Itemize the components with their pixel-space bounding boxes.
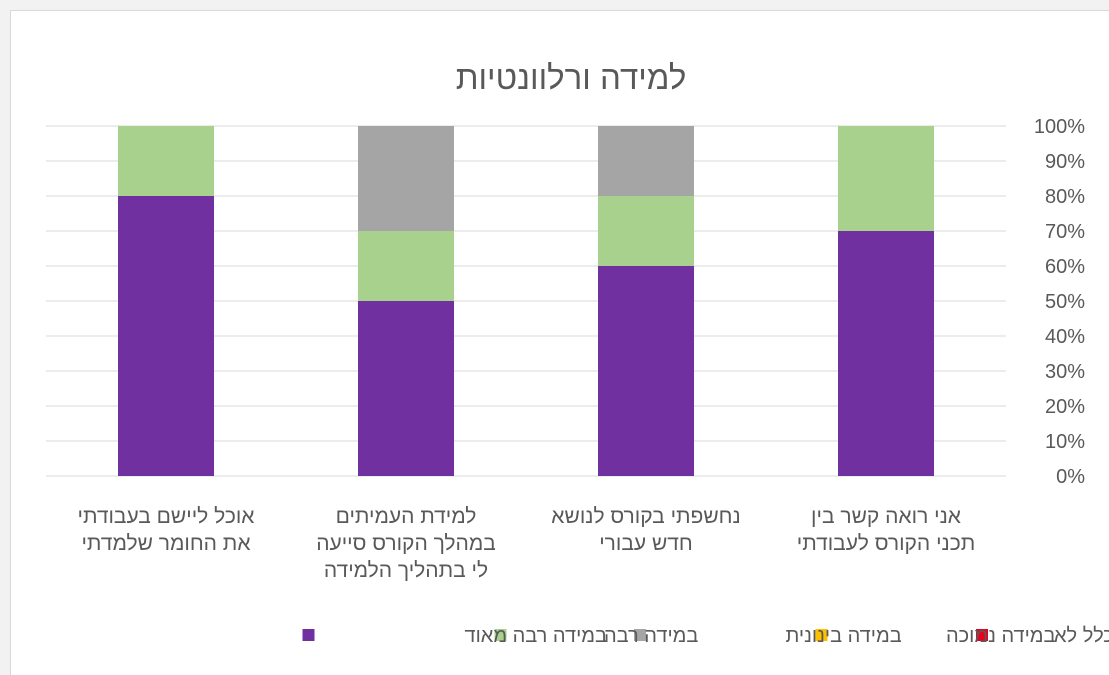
bar-segment — [838, 126, 934, 231]
bar-segment — [838, 231, 934, 476]
chart-area: למידה ורלוונטיות 0% 10% 20% 30% 40% 50% 60% 70%… — [10, 10, 1109, 675]
y-tick-label: 30% — [1045, 361, 1085, 383]
bar-segment — [358, 126, 454, 231]
y-tick-label: 20% — [1045, 396, 1085, 418]
category-label: את החומר שלמדתי — [81, 532, 250, 555]
legend-label: במידה רבה מאוד — [465, 625, 608, 647]
legend-label: במידה נמוכה — [946, 625, 1056, 647]
category-label: נחשפתי בקורס לנושא — [551, 505, 740, 528]
y-tick-label: 60% — [1045, 256, 1085, 278]
category-label: למידת העמיתים — [336, 505, 477, 528]
legend-label: במידה בינונית — [786, 625, 902, 647]
legend-label: כלל לא — [1054, 625, 1109, 647]
category-label: חדש עבורי — [599, 532, 693, 555]
y-tick-label: 0% — [1056, 466, 1085, 488]
category-label: במהלך הקורס סייעה — [316, 532, 496, 555]
bar-segment — [118, 126, 214, 196]
legend-label: במידה רבה — [604, 625, 698, 647]
bar-segment — [598, 196, 694, 266]
y-tick-label: 80% — [1045, 186, 1085, 208]
x-axis-categories: אני רואה קשר בין תכני הקורס לעבודתי נחשפתי… — [77, 505, 975, 582]
y-tick-label: 90% — [1045, 151, 1085, 173]
y-tick-label: 10% — [1045, 431, 1085, 453]
bar-segment — [358, 231, 454, 301]
category-label: תכני הקורס לעבודתי — [797, 532, 975, 555]
category-label: אוכל ליישם בעבודתי — [77, 505, 254, 528]
bar-segment — [358, 301, 454, 476]
stacked-bar-chart: למידה ורלוונטיות 0% 10% 20% 30% 40% 50% 60% 70%… — [11, 11, 1109, 675]
y-tick-label: 70% — [1045, 221, 1085, 243]
chart-title: למידה ורלוונטיות — [456, 59, 687, 96]
category-label: אני רואה קשר בין — [811, 505, 961, 528]
y-tick-label: 100% — [1034, 116, 1085, 138]
category-label: לי בתהליך הלמידה — [324, 559, 488, 582]
bar-segment — [598, 126, 694, 196]
y-tick-label: 50% — [1045, 291, 1085, 313]
y-tick-label: 40% — [1045, 326, 1085, 348]
legend-swatch — [303, 629, 315, 641]
bar-segment — [118, 196, 214, 476]
bar-segment — [598, 266, 694, 476]
y-axis-ticks: 0% 10% 20% 30% 40% 50% 60% 70% 80% 90% 100% — [1034, 116, 1085, 488]
